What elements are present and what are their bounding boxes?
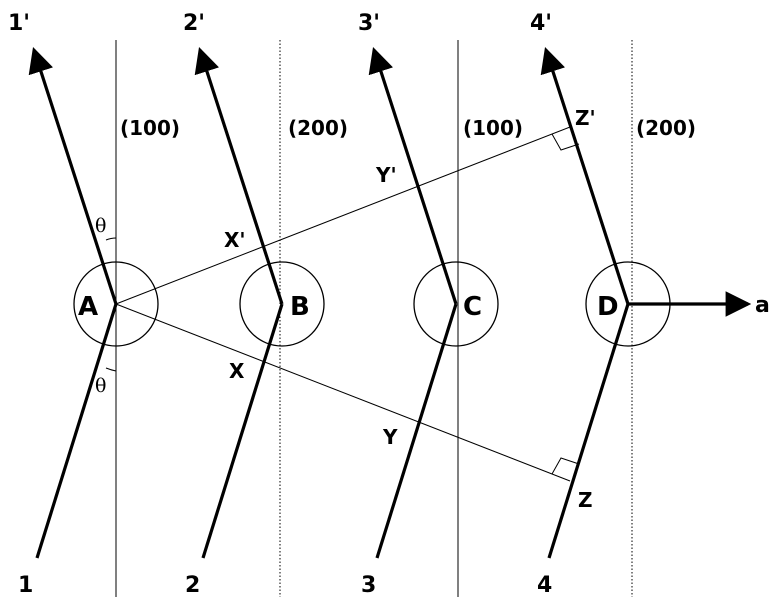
scattered-ray-4 [540, 46, 630, 305]
point-label-y-prime: Y' [375, 163, 397, 187]
incident-ray-2 [201, 303, 284, 559]
atom-label-b: B [290, 292, 310, 322]
incident-wavefront-line [115, 303, 571, 482]
atom-circles [73, 261, 671, 347]
point-label-z: Z [578, 488, 593, 512]
atom-label-d: D [597, 292, 619, 322]
plane-label-3: (100) [463, 116, 523, 140]
point-label-x: X [229, 359, 245, 383]
incident-ray-3 [375, 303, 458, 559]
atom-circle-b [239, 261, 325, 347]
atom-label-c: C [463, 292, 482, 322]
incident-label-2: 2 [185, 573, 200, 597]
point-label-z-prime: Z' [575, 106, 596, 130]
incident-rays [35, 303, 630, 559]
atom-labels: A B C D [78, 292, 619, 322]
right-angle-mark-lower [551, 457, 580, 475]
atom-circle-a [73, 261, 159, 347]
lattice-planes [115, 40, 633, 597]
scattered-label-4: 4' [530, 11, 552, 36]
scattered-ray-1 [28, 46, 118, 305]
wavefronts [115, 126, 580, 482]
scattered-wavefront-line [115, 126, 571, 305]
scattered-labels: 1' 2' 3' 4' [8, 11, 552, 36]
incident-label-3: 3 [361, 573, 376, 597]
plane-label-1: (100) [120, 116, 180, 140]
incident-labels: 1 2 3 4 [18, 573, 552, 598]
point-label-y: Y [382, 425, 398, 449]
incident-label-1: 1 [18, 573, 33, 597]
atom-circle-c [413, 261, 499, 347]
theta-label-upper: θ [95, 215, 106, 237]
incident-label-4: 4 [537, 573, 552, 597]
point-label-x-prime: X' [224, 228, 246, 252]
scattered-label-2: 2' [183, 11, 205, 36]
incident-ray-1 [35, 303, 118, 559]
theta-label-lower: θ [95, 375, 106, 397]
scattered-ray-3 [368, 46, 458, 305]
angle-arc-lower [105, 367, 117, 372]
angle-markers [105, 237, 117, 372]
angle-arc-upper [105, 237, 117, 241]
plane-labels: (100) (200) (100) (200) [120, 116, 696, 140]
incident-ray-4 [547, 303, 630, 559]
scattered-ray-2 [194, 46, 284, 305]
right-angle-mark-upper [551, 133, 580, 151]
theta-labels: θ θ [95, 215, 106, 397]
scattered-label-1: 1' [8, 11, 30, 36]
axis-label-a: a [755, 293, 770, 318]
wavefront-point-labels: X' Y' Z' X Y Z [224, 106, 596, 512]
scattered-rays [28, 46, 630, 305]
scattered-label-3: 3' [358, 11, 380, 36]
plane-label-2: (200) [288, 116, 348, 140]
plane-label-4: (200) [636, 116, 696, 140]
atom-label-a: A [78, 292, 98, 322]
